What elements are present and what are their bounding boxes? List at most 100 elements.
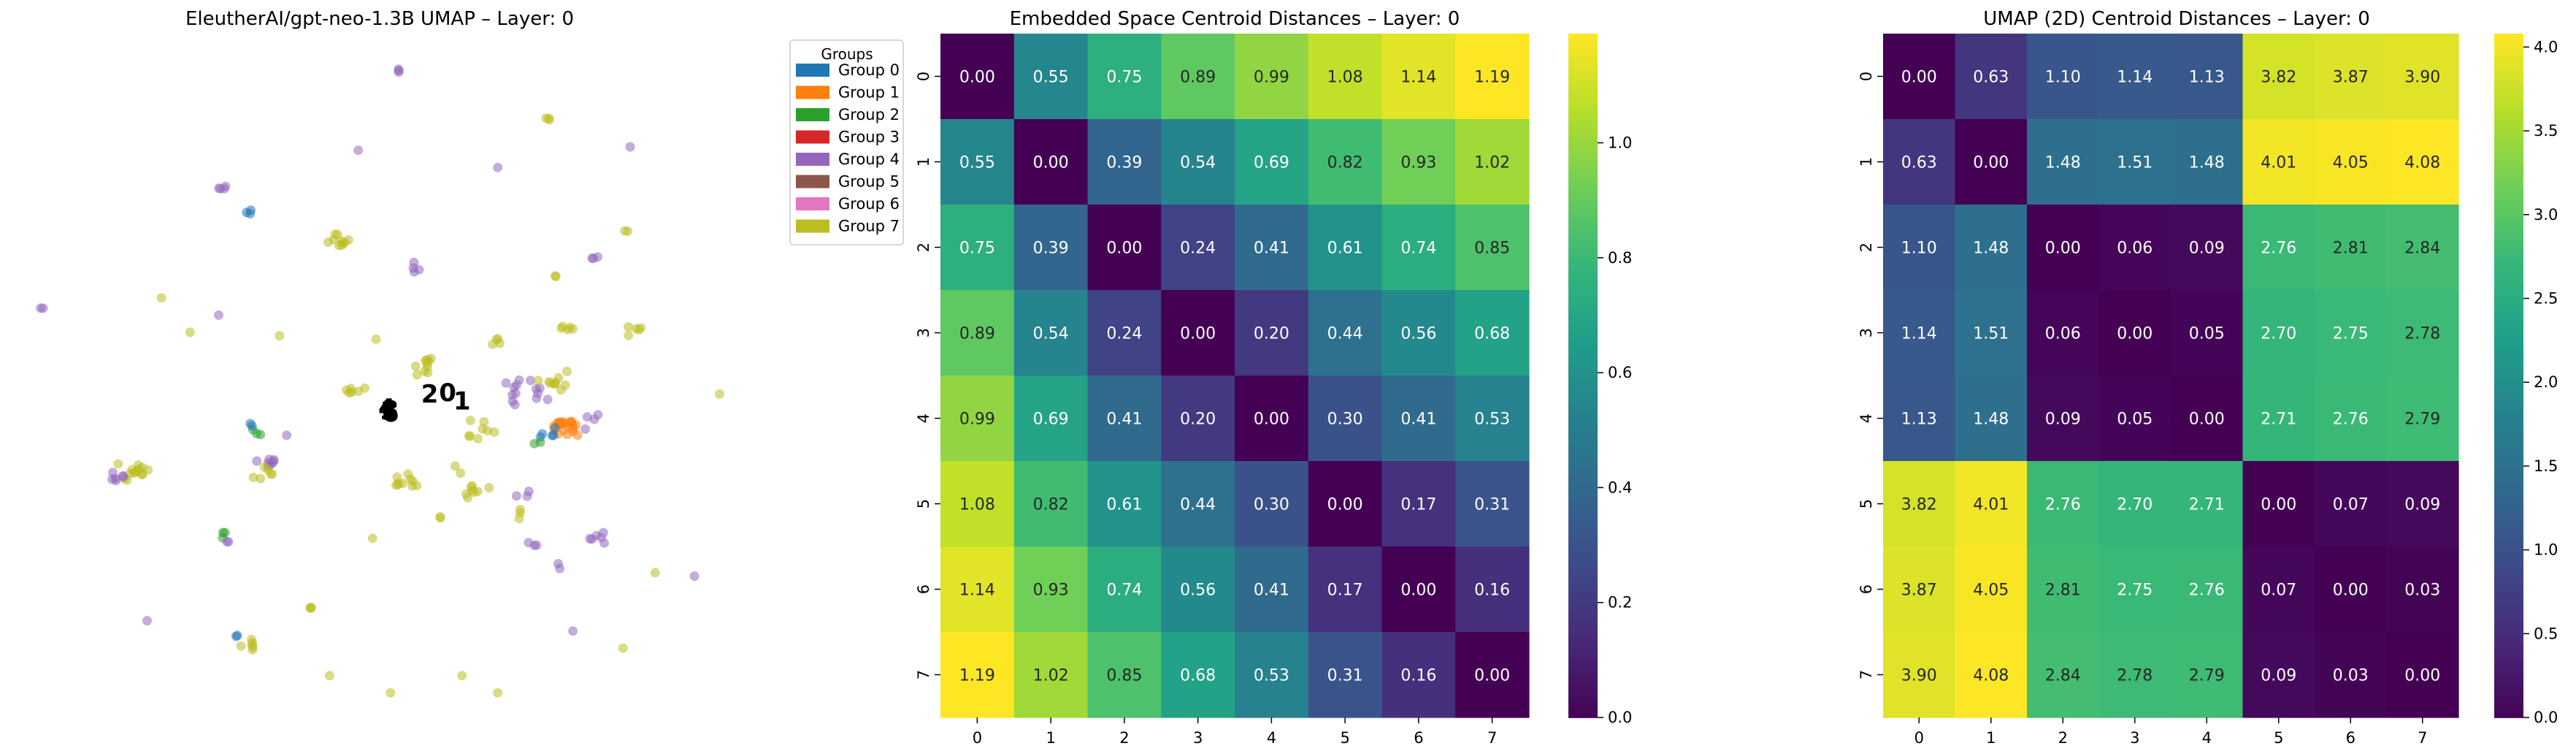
legend-swatch [796,153,829,166]
centroid-label: 0 [439,378,456,408]
heatmap-cell [1235,632,1309,718]
heatmap-cell-label: 0.30 [1254,496,1289,514]
heatmap-cell-label: 0.82 [1327,154,1363,172]
colorbar-segment [1568,433,1598,439]
heatmap-cell-label: 0.16 [1400,667,1436,685]
scatter-point [353,145,364,156]
colorbar-tick-label: 0.4 [1608,479,1632,496]
colorbar-segment [2494,535,2523,541]
colorbar-segment [1568,415,1598,422]
colorbar-segment [2494,119,2523,126]
colorbar-segment [2494,56,2523,63]
heatmap-cell-label: 3.87 [2333,69,2369,87]
colorbar-segment [1568,290,1598,297]
colorbar-segment [1568,176,1598,183]
scatter-point [510,400,520,410]
colorbar-segment [1568,73,1598,80]
scatter-point [111,476,121,486]
scatter-point [456,468,466,478]
y-tick-label: 0 [915,72,932,81]
heatmap-cell-label: 0.00 [1033,154,1069,172]
heatmap-cell [2242,461,2315,547]
colorbar-segment [2494,319,2523,325]
heatmap-cell-label: 0.00 [1327,496,1363,514]
colorbar-segment [1568,130,1598,137]
heatmap-cell [1381,461,1456,547]
scatter-point [143,465,153,475]
scatter-point [625,142,635,152]
scatter-point [403,469,413,479]
x-tick-label: 0 [973,729,982,747]
colorbar-segment [1568,148,1598,154]
legend-swatch [796,175,829,188]
colorbar-segment [2494,352,2523,359]
colorbar-segment [2494,159,2523,166]
heatmap-cell [1955,461,2028,547]
heatmap-cell-label: 0.55 [1033,69,1069,87]
scatter-point [38,303,48,313]
scatter-point [650,568,660,578]
heatmap-cell [2242,376,2315,462]
colorbar-segment [2494,683,2523,690]
colorbar-segment [2494,142,2523,148]
colorbar-segment [1568,124,1598,132]
heatmap-cell [1161,119,1235,205]
colorbar-segment [1568,267,1598,274]
heatmap-cell-label: 0.09 [2189,240,2225,258]
colorbar-segment [2494,415,2523,422]
heatmap-cell [1161,34,1235,120]
x-tick-label: 6 [1414,729,1423,747]
colorbar-segment [2494,455,2523,462]
heatmap-cell-label: 0.09 [2404,496,2440,514]
colorbar-segment [1568,50,1598,57]
colorbar-segment [1568,535,1598,541]
legend-swatch [796,130,829,144]
heatmap-cell [2171,119,2244,205]
heatmap-cell [2386,376,2459,462]
heatmap-cell [1955,119,2028,205]
y-tick-label: 4 [915,414,932,423]
colorbar-segment [2494,529,2523,536]
y-tick-label: 7 [1858,670,1875,679]
scatter-point [113,459,123,469]
colorbar-segment [1568,421,1598,427]
heatmap-cell [1955,632,2028,718]
legend-swatch [796,219,829,233]
heatmap-cell-label: 0.56 [1400,325,1436,343]
colorbar-segment [2494,227,2523,234]
colorbar-segment [1568,205,1598,211]
heatmap-cell [1883,547,1956,633]
x-tick-label: 7 [2418,729,2427,747]
scatter-point [185,327,195,338]
heatmap-cell [1308,34,1383,120]
scatter-point [220,528,230,538]
colorbar-segment [2494,273,2523,280]
colorbar-segment [2494,233,2523,240]
colorbar-segment [1568,262,1598,268]
colorbar-tick-label: 0.0 [2534,709,2558,726]
x-tick-label: 3 [2130,729,2139,747]
colorbar-segment [2494,609,2523,616]
colorbar-segment [2494,409,2523,416]
heatmap-cell-label: 0.03 [2404,582,2440,600]
y-tick-label: 5 [1858,499,1875,509]
heatmap-cell [2098,632,2171,718]
embedded-distance-heatmap-panel: Embedded Space Centroid Distances – Laye… [915,8,1632,747]
colorbar-segment [1568,580,1598,587]
y-tick-label: 4 [1858,414,1875,423]
colorbar-segment [1568,56,1598,63]
heatmap-cell-label: 0.44 [1180,496,1216,514]
colorbar-segment [2494,490,2523,496]
heatmap-cell [1883,205,1956,291]
heatmap-cell-label: 2.76 [2333,411,2369,429]
heatmap-cell-label: 0.68 [1180,667,1216,685]
colorbar-segment [1568,244,1598,251]
heatmap-cell-label: 2.75 [2117,582,2153,600]
scatter-point [407,476,418,487]
colorbar-segment [1568,119,1598,126]
heatmap-cell-label: 0.99 [959,411,995,429]
colorbar-segment [2494,62,2523,69]
colorbar-segment [1568,683,1598,690]
colorbar-segment [1568,376,1598,382]
